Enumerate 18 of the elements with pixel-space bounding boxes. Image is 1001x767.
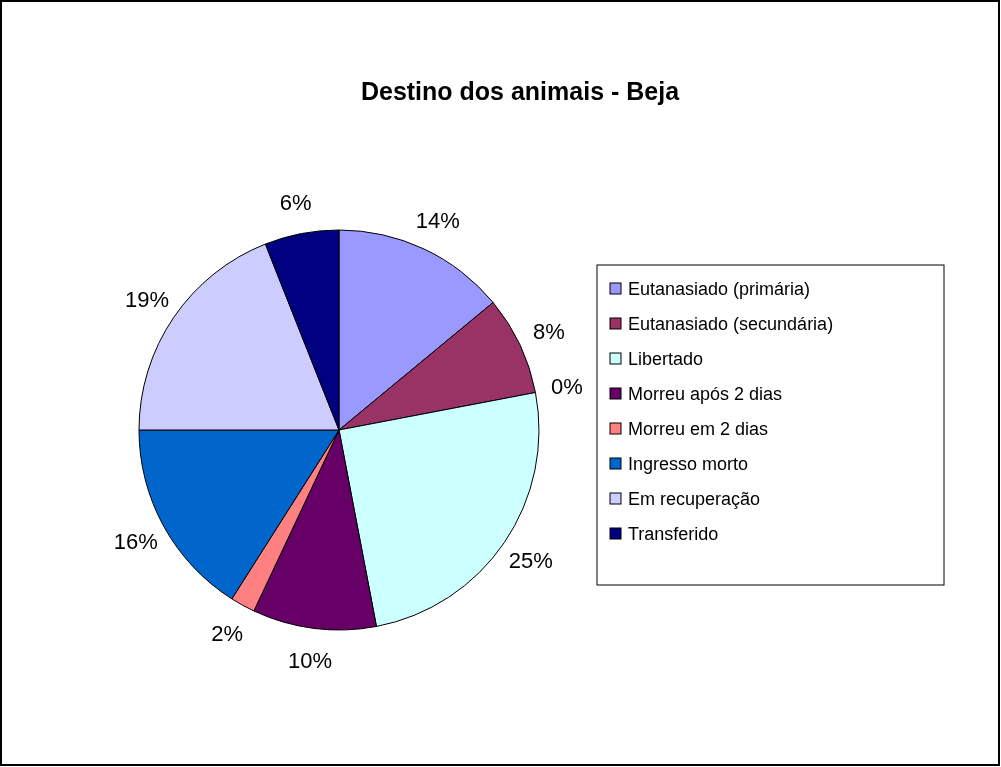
data-label: 14% (415, 207, 460, 233)
legend-label: Morreu após 2 dias (628, 384, 783, 404)
legend-label: Libertado (628, 349, 704, 369)
legend-label: Eutanasiado (primária) (628, 279, 811, 299)
legend-label: Eutanasiado (secundária) (628, 314, 834, 334)
data-label: 25% (508, 547, 553, 573)
legend-label: Transferido (628, 524, 719, 544)
legend-label: Morreu em 2 dias (628, 419, 769, 439)
legend-label: Em recuperação (628, 489, 761, 509)
data-label: 8% (533, 318, 565, 344)
legend-label: Ingresso morto (628, 454, 749, 474)
data-label: 10% (287, 647, 332, 673)
text: 0% (550, 374, 583, 400)
data-label: 2% (211, 620, 244, 646)
chart-title: Destino dos animais - Beja (360, 77, 681, 105)
data-label: 6% (279, 189, 312, 215)
data-label: 19% (125, 287, 170, 313)
data-label: 16% (113, 529, 158, 555)
